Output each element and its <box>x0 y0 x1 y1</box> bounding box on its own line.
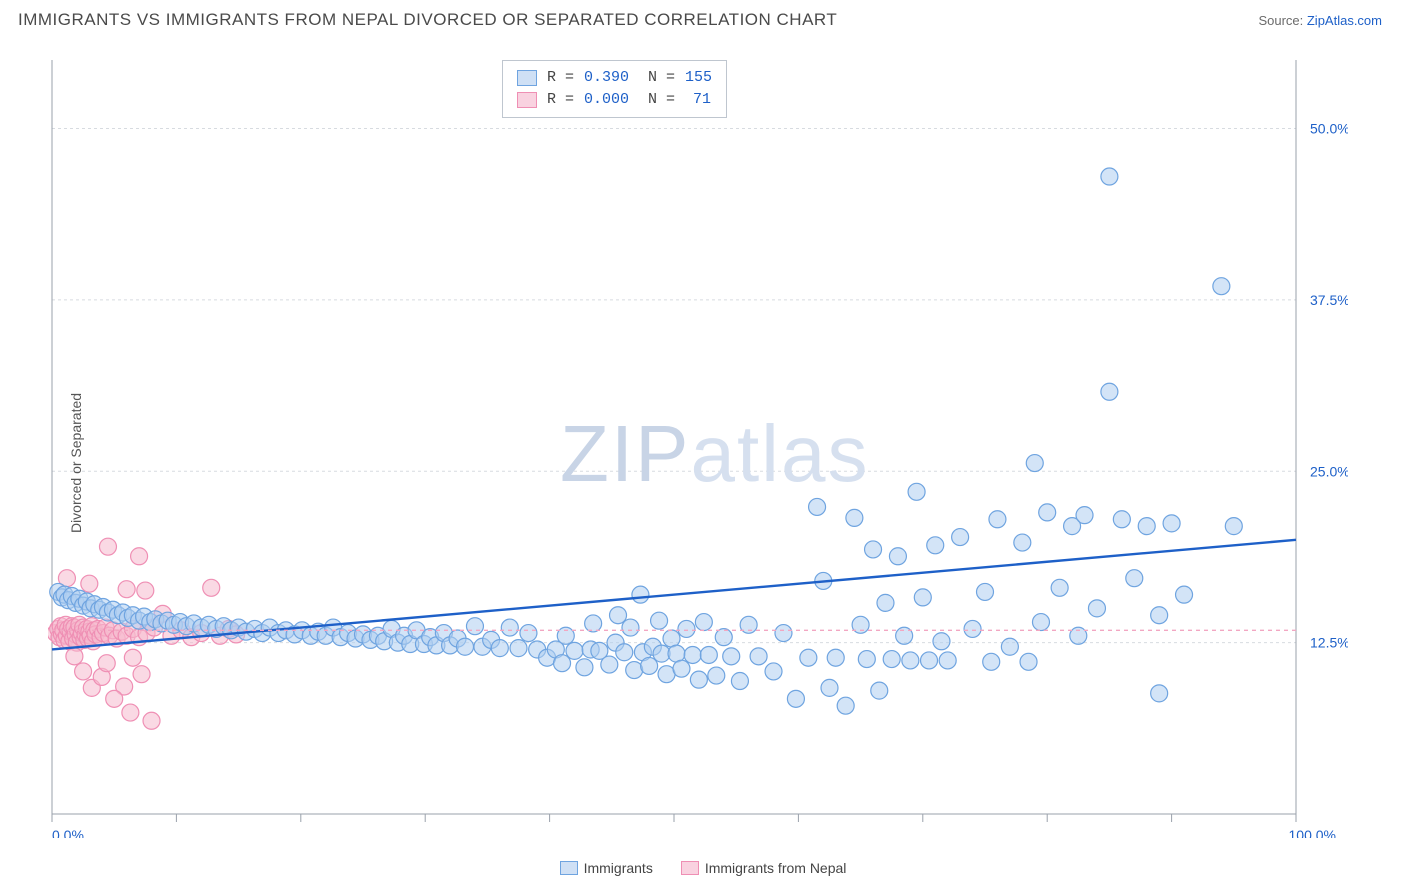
scatter-chart: 12.5% 25.0% 37.5% 50.0% 0.0% 100.0% <box>48 48 1348 838</box>
series-legend-item-0: Immigrants <box>560 860 653 876</box>
plot-area: Divorced or Separated 12.5%25.0%37.5%50.… <box>0 38 1406 888</box>
legend-swatch-blue <box>517 70 537 86</box>
svg-text:12.5%: 12.5% <box>1310 635 1348 651</box>
legend-row-immigrants: R = 0.390 N = 155 <box>517 67 712 89</box>
svg-text:100.0%: 100.0% <box>1289 827 1336 838</box>
legend-r-label: R = <box>547 67 574 89</box>
correlation-legend: R = 0.390 N = 155 R = 0.000 N = 71 <box>502 60 727 118</box>
svg-text:37.5%: 37.5% <box>1310 292 1348 308</box>
series-label-0: Immigrants <box>584 860 653 876</box>
source-label: Source: ZipAtlas.com <box>1258 13 1382 28</box>
svg-text:25.0%: 25.0% <box>1310 463 1348 479</box>
chart-title: IMMIGRANTS VS IMMIGRANTS FROM NEPAL DIVO… <box>18 10 837 30</box>
legend-swatch-pink <box>517 92 537 108</box>
source-link[interactable]: ZipAtlas.com <box>1307 13 1382 28</box>
series-legend-item-1: Immigrants from Nepal <box>681 860 847 876</box>
legend-n-label: N = <box>639 67 675 89</box>
legend-swatch-blue <box>560 861 578 875</box>
legend-r-label: R = <box>547 89 574 111</box>
legend-r-value-0: 0.390 <box>584 67 629 89</box>
series-legend: Immigrants Immigrants from Nepal <box>0 860 1406 876</box>
source-prefix: Source: <box>1258 13 1306 28</box>
legend-n-label: N = <box>639 89 675 111</box>
svg-text:50.0%: 50.0% <box>1310 121 1348 137</box>
legend-swatch-pink <box>681 861 699 875</box>
legend-r-value-1: 0.000 <box>584 89 629 111</box>
legend-n-value-0: 155 <box>685 67 712 89</box>
series-label-1: Immigrants from Nepal <box>705 860 847 876</box>
svg-text:0.0%: 0.0% <box>52 827 84 838</box>
legend-row-nepal: R = 0.000 N = 71 <box>517 89 712 111</box>
legend-n-value-1: 71 <box>685 89 711 111</box>
